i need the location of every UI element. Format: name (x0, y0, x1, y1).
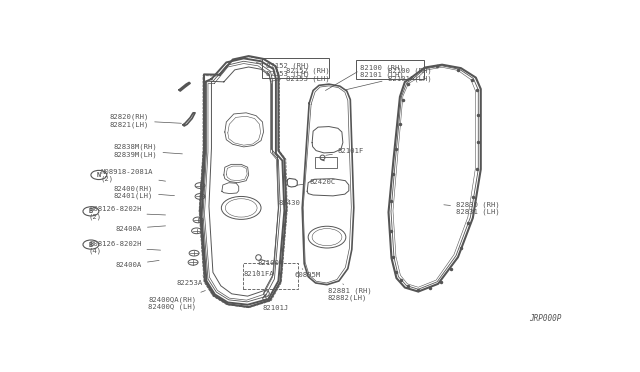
Text: 82830 (RH)
82831 (LH): 82830 (RH) 82831 (LH) (444, 202, 500, 215)
Text: 82101FA: 82101FA (244, 270, 275, 278)
Text: 82152 (RH)
82153 (LH): 82152 (RH) 82153 (LH) (270, 68, 330, 82)
Text: 82400QA(RH)
82400Q (LH): 82400QA(RH) 82400Q (LH) (148, 291, 205, 310)
Text: 82881 (RH)
82882(LH): 82881 (RH) 82882(LH) (328, 284, 372, 301)
Text: B: B (89, 241, 93, 248)
Text: 82100 (RH)
82101 (LH): 82100 (RH) 82101 (LH) (346, 68, 431, 90)
Text: 82152 (RH)
82153 (LH): 82152 (RH) 82153 (LH) (266, 63, 309, 77)
Text: 82820(RH)
82821(LH): 82820(RH) 82821(LH) (110, 113, 181, 128)
Text: 82101J: 82101J (262, 296, 289, 311)
Text: JRP000P: JRP000P (529, 314, 561, 323)
Text: 82420C: 82420C (297, 179, 335, 185)
Text: B: B (89, 208, 93, 214)
Text: 82400A: 82400A (116, 260, 159, 267)
Text: 82838M(RH)
82839M(LH): 82838M(RH) 82839M(LH) (114, 144, 182, 158)
Text: B08126-8202H
(2): B08126-8202H (2) (89, 206, 166, 219)
Text: N: N (97, 172, 101, 178)
Text: 82400(RH)
82401(LH): 82400(RH) 82401(LH) (114, 186, 175, 199)
Text: 82100 (RH)
82101 (LH): 82100 (RH) 82101 (LH) (360, 64, 403, 78)
Text: 82101F: 82101F (326, 148, 364, 155)
Text: B08126-8202H
(4): B08126-8202H (4) (89, 241, 161, 254)
Text: 82253A: 82253A (176, 276, 203, 286)
Text: 82430: 82430 (278, 200, 300, 206)
Text: 60895M: 60895M (294, 269, 321, 278)
Text: 82100H: 82100H (257, 259, 284, 266)
Text: 82400A: 82400A (116, 225, 166, 231)
Text: N08918-2081A
(2): N08918-2081A (2) (101, 169, 166, 182)
